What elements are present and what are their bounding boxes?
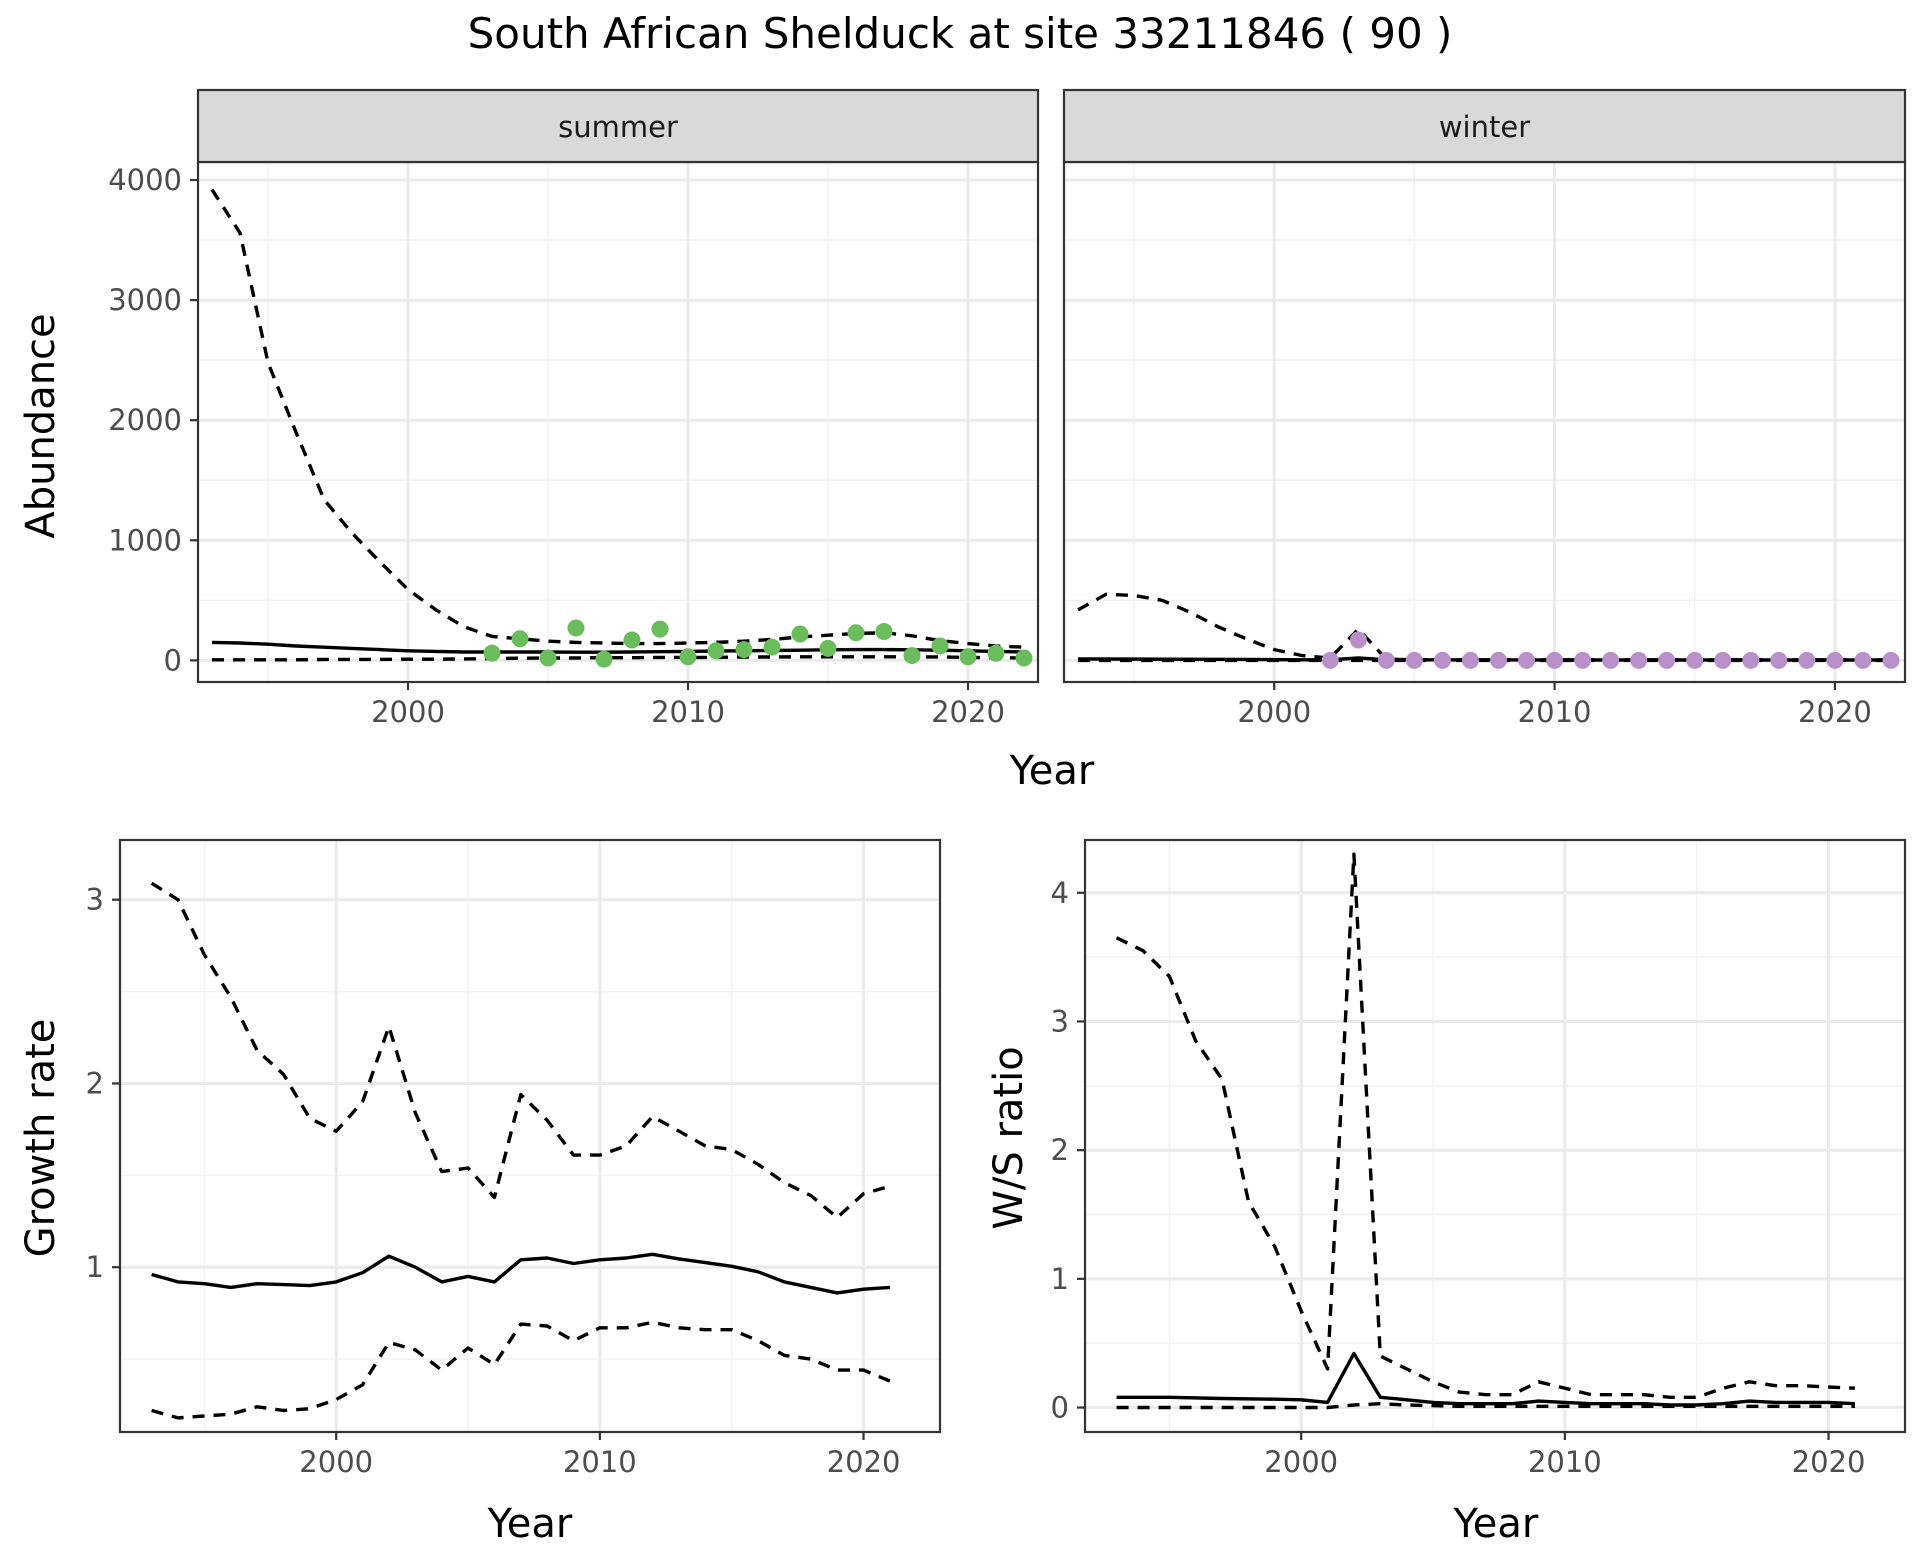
data-point (1377, 651, 1395, 669)
series-line-median (211, 640, 1025, 654)
data-point (1405, 651, 1423, 669)
x-tick-label: 2020 (827, 1445, 901, 1479)
data-point (987, 644, 1005, 662)
plot-background (198, 162, 1038, 682)
data-point (735, 641, 753, 659)
y-tick-label: 3 (86, 883, 104, 917)
series-line-bound (212, 655, 1025, 662)
y-tick-label: 2000 (108, 403, 182, 437)
data-point (1321, 651, 1339, 669)
data-point (623, 631, 641, 649)
x-tick-label: 2010 (563, 1445, 637, 1479)
y-tick-label: 0 (164, 643, 182, 677)
ratio-x-axis-title: Year (1453, 1501, 1539, 1547)
series-line-bound (150, 881, 891, 1220)
data-point (903, 647, 921, 665)
x-tick-label: 2000 (1237, 695, 1311, 729)
data-point (1602, 651, 1620, 669)
facet-strip (196, 88, 1040, 164)
data-point (931, 637, 949, 655)
data-point (1518, 651, 1536, 669)
data-point (539, 649, 557, 667)
data-point (567, 619, 585, 637)
data-point (1882, 651, 1900, 669)
y-tick-label: 2 (1051, 1133, 1069, 1167)
data-point (847, 624, 865, 642)
x-tick-label: 2020 (1798, 695, 1872, 729)
plot-background (120, 840, 940, 1432)
panel-border (118, 838, 942, 1434)
plot-background (1085, 840, 1905, 1432)
panel-border (1083, 838, 1907, 1434)
y-tick-label: 3 (1051, 1004, 1069, 1038)
data-point (595, 650, 613, 668)
panel-summer: summer 2000 2010 2020 0 1000 2000 3000 4000 (108, 88, 1040, 729)
facet-strip-label: winter (1439, 110, 1530, 144)
series-line-median (1116, 1351, 1855, 1407)
top-y-axis-title: Abundance (18, 313, 64, 538)
panel-winter: winter 2000 2010 2020 (1062, 88, 1907, 729)
data-point (1433, 651, 1451, 669)
series-line-bound (1115, 852, 1855, 1399)
y-tick-label: 4 (1051, 876, 1069, 910)
y-tick-label: 4000 (108, 163, 182, 197)
facet-strip (1062, 88, 1907, 164)
series-line-bound (151, 1320, 891, 1420)
data-point (1490, 651, 1508, 669)
data-point (1461, 651, 1479, 669)
data-point (707, 642, 725, 660)
x-tick-label: 2000 (371, 695, 445, 729)
series-line-median (151, 1252, 891, 1295)
x-tick-label: 2010 (1518, 695, 1592, 729)
data-point (1742, 651, 1760, 669)
top-x-axis-title: Year (1009, 748, 1095, 794)
data-point (1798, 651, 1816, 669)
x-tick-label: 2020 (931, 695, 1005, 729)
data-point (763, 638, 781, 656)
plot-background (1064, 162, 1905, 682)
x-tick-label: 2020 (1792, 1445, 1866, 1479)
data-point (1826, 651, 1844, 669)
data-point (1574, 651, 1592, 669)
data-point (959, 648, 977, 666)
data-point (511, 630, 529, 648)
chart-title: South African Shelduck at site 33211846 … (468, 9, 1453, 58)
data-point (1630, 651, 1648, 669)
data-point (483, 644, 501, 662)
data-point (651, 620, 669, 638)
y-tick-label: 2 (86, 1066, 104, 1100)
y-tick-label: 1 (86, 1250, 104, 1284)
series-line-bound (1116, 1402, 1855, 1410)
y-tick-label: 1 (1051, 1262, 1069, 1296)
growth-x-axis-title: Year (487, 1501, 573, 1547)
x-tick-label: 2010 (1528, 1445, 1602, 1479)
data-point (819, 639, 837, 657)
y-tick-label: 1000 (108, 523, 182, 557)
panel-ratio: 2000 2010 2020 0 1 2 3 4 (1051, 838, 1907, 1479)
data-point (1658, 651, 1676, 669)
data-point (875, 623, 893, 641)
y-tick-label: 3000 (108, 283, 182, 317)
facet-strip-label: summer (558, 110, 678, 144)
data-point (1546, 651, 1564, 669)
data-point (1854, 651, 1872, 669)
data-point (791, 625, 809, 643)
data-point (1714, 651, 1732, 669)
y-tick-label: 0 (1051, 1391, 1069, 1425)
panel-growth: 2000 2010 2020 1 2 3 (86, 838, 942, 1479)
x-tick-label: 2000 (299, 1445, 373, 1479)
x-tick-label: 2000 (1264, 1445, 1338, 1479)
growth-y-axis-title: Growth rate (18, 1019, 64, 1258)
data-point (679, 648, 697, 666)
data-point (1770, 651, 1788, 669)
data-point (1349, 631, 1367, 649)
data-point (1686, 651, 1704, 669)
ratio-y-axis-title: W/S ratio (986, 1046, 1032, 1229)
data-point (1015, 649, 1033, 667)
x-tick-label: 2010 (651, 695, 725, 729)
